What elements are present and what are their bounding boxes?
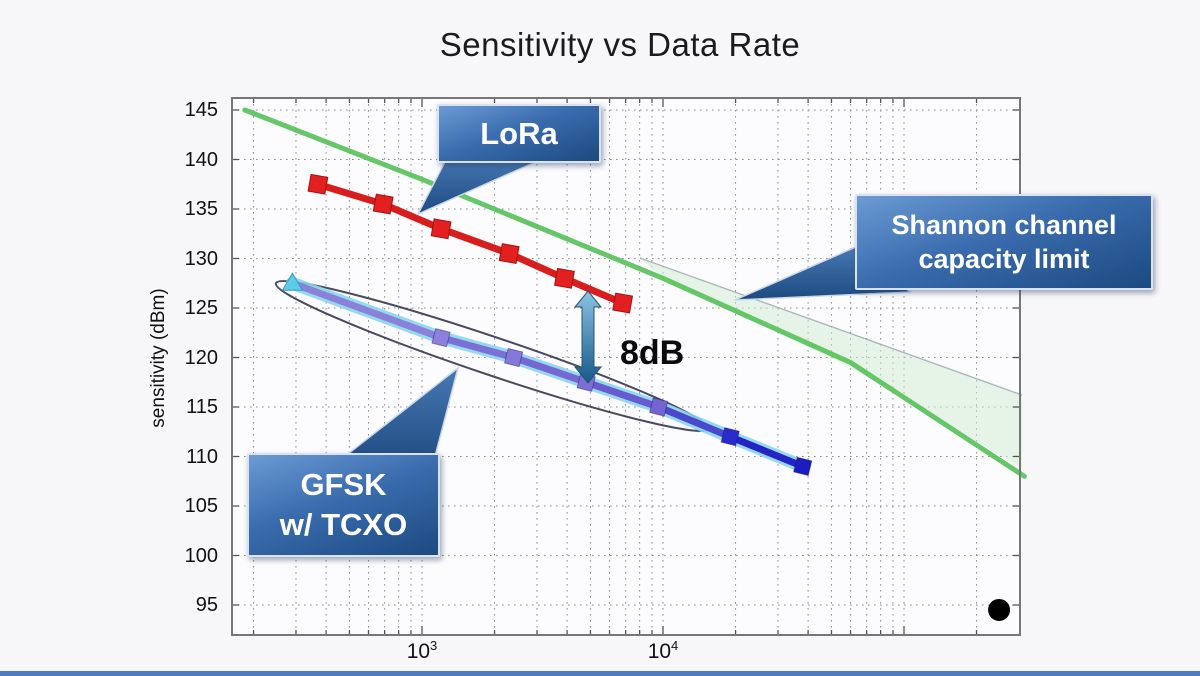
shannon-shadow-line: [639, 257, 1023, 396]
plot-border: [231, 97, 1021, 636]
x-tick-label: 103: [406, 638, 438, 663]
gfsk-series-markers: [281, 272, 813, 477]
callout-shannon-line1: Shannon channel: [891, 210, 1117, 240]
y-tick-label: 140: [184, 148, 218, 171]
callout-lora-label: LoRa: [480, 115, 558, 151]
callout-gfsk-line1: GFSK: [300, 467, 387, 502]
lora-series-markers: [307, 173, 634, 314]
callout-shannon: Shannon channel capacity limit: [855, 194, 1153, 290]
y-tick-label: 110: [186, 445, 218, 468]
y-tick-label: 135: [184, 198, 218, 220]
y-tick-label: 95: [195, 594, 218, 616]
y-tick-label: 105: [184, 495, 218, 517]
y-tick-label: 145: [184, 99, 218, 121]
callout-lora: LoRa: [437, 104, 601, 163]
y-tick-label: 120: [184, 346, 218, 369]
black-dot: [988, 598, 1011, 621]
gap-annotation-label: 8dB: [620, 334, 685, 372]
shannon-capacity-line: [242, 107, 1027, 479]
callout-gfsk: GFSK w/ TCXO: [247, 453, 440, 557]
x-tick-label: 104: [647, 638, 679, 663]
gfsk-series-line: [288, 279, 807, 470]
bottom-border-bar: [0, 671, 1200, 676]
callout-shannon-line2: capacity limit: [918, 244, 1090, 274]
lora-series-line: [314, 180, 627, 307]
y-tick-label: 125: [184, 297, 218, 319]
y-tick-label: 130: [184, 247, 218, 270]
callout-gfsk-line2: w/ TCXO: [279, 507, 408, 542]
y-tick-label: 100: [184, 544, 218, 567]
chart-title: Sensitivity vs Data Rate: [439, 26, 801, 63]
gap-double-arrow: [573, 290, 603, 384]
y-tick-label: 115: [186, 396, 218, 418]
